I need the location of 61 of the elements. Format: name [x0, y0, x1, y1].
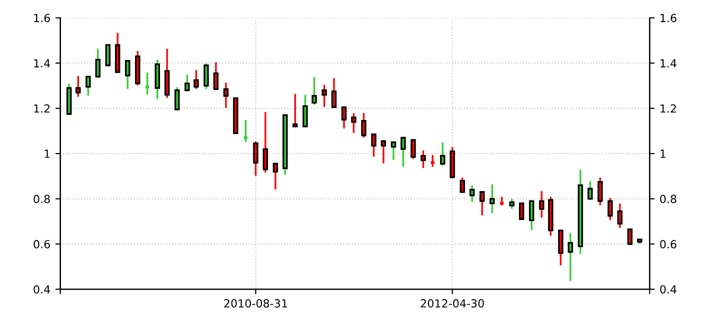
- y2-tick-label: 1: [660, 150, 666, 158]
- candlestick: [292, 94, 298, 128]
- candlestick: [105, 44, 111, 66]
- y-tick-label: 0.8: [34, 194, 50, 204]
- candlestick: [598, 178, 603, 206]
- candlestick: [479, 191, 485, 216]
- y2-tick-label: 1.2: [660, 104, 676, 113]
- candlestick: [341, 106, 347, 128]
- candlestick: [95, 48, 100, 78]
- candlestick: [568, 233, 574, 282]
- candlestick: [627, 228, 633, 245]
- candlestick: [558, 230, 564, 266]
- y-tick-label: 1.6: [34, 14, 50, 22]
- candlestick: [76, 76, 81, 97]
- x-tick-label: 2012-04-30: [420, 299, 484, 308]
- y-tick-label: 1: [44, 150, 50, 158]
- y2-tick-label: 0.4: [660, 285, 676, 294]
- candlestick: [253, 141, 258, 176]
- candlestick: [410, 139, 416, 159]
- y2-tick-label: 0.6: [660, 240, 676, 248]
- candlestick: [380, 140, 386, 164]
- candlestick: [361, 113, 366, 138]
- candlestick: [86, 76, 91, 96]
- y-tick-label: 1.2: [34, 104, 50, 113]
- y2-tick-label: 1.4: [660, 59, 676, 68]
- candlestick: [608, 198, 613, 220]
- candlestick: [184, 74, 190, 92]
- y2-tick-label: 0.8: [660, 194, 676, 204]
- candlestick: [351, 113, 356, 133]
- candlestick: [440, 142, 446, 166]
- candlestick: [400, 136, 406, 167]
- candlestick: [223, 82, 229, 108]
- candlestick: [528, 200, 534, 230]
- y-tick-label: 0.6: [34, 240, 50, 248]
- y-tick-label: 1.4: [34, 59, 50, 68]
- candlestick: [539, 191, 544, 218]
- candlestick: [194, 70, 199, 89]
- candlestick: [262, 112, 268, 172]
- candlestick: [390, 141, 396, 160]
- candlestick: [371, 134, 376, 157]
- candlestick: [518, 202, 524, 220]
- candlestick: [617, 204, 623, 228]
- y-tick-label: 0.4: [34, 285, 50, 294]
- candlestick: [302, 95, 308, 128]
- candlestick: [469, 186, 475, 202]
- x-tick-label: 2010-08-31: [224, 299, 287, 308]
- candlestick: [204, 63, 209, 89]
- candlestick: [154, 60, 160, 99]
- candlestick: [588, 180, 593, 200]
- candlestick: [490, 184, 495, 214]
- candlestick: [174, 87, 180, 110]
- y2-tick-label: 1.6: [660, 14, 676, 22]
- candlestick: [331, 78, 337, 108]
- candlestick: [312, 76, 317, 105]
- candlestick: [213, 62, 219, 90]
- candlestick: [125, 60, 130, 89]
- candlestick: [420, 150, 426, 168]
- candlestick: [164, 48, 170, 98]
- candlestick: [460, 178, 465, 193]
- candlestick: [272, 162, 278, 190]
- candlestick: [322, 84, 327, 107]
